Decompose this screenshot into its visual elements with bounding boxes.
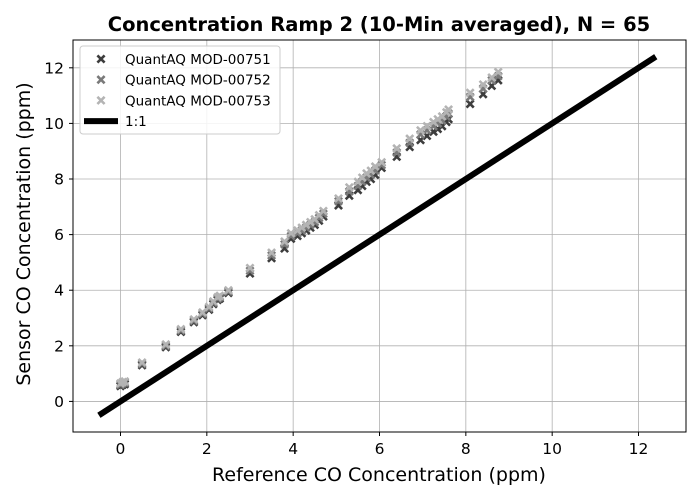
data-point	[333, 193, 344, 203]
plot-area	[97, 54, 658, 418]
data-point	[137, 357, 147, 368]
data-point	[478, 79, 488, 90]
y-axis-label: Sensor CO Concentration (ppm)	[13, 82, 35, 385]
legend-marker	[96, 95, 106, 105]
data-point	[370, 161, 380, 172]
x-tick-label: 8	[461, 440, 471, 458]
data-point	[280, 237, 290, 247]
data-point	[344, 182, 354, 192]
data-point	[422, 121, 432, 131]
x-tick-label: 10	[542, 440, 562, 458]
y-tick-label: 12	[44, 59, 64, 77]
data-point	[333, 196, 344, 206]
y-tick-label: 4	[54, 282, 64, 300]
x-tick-label: 6	[375, 440, 385, 458]
data-point	[377, 160, 387, 170]
data-point	[215, 291, 225, 301]
data-point	[392, 143, 402, 153]
legend-label: 1:1	[125, 114, 147, 130]
legend-label: QuantAQ MOD-00752	[125, 73, 271, 89]
data-point	[286, 228, 296, 238]
legend-label: QuantAQ MOD-00753	[125, 93, 271, 109]
x-tick-label: 12	[629, 440, 649, 458]
data-point	[280, 239, 290, 249]
data-point	[267, 248, 277, 258]
data-point	[161, 339, 171, 349]
y-tick-label: 2	[54, 337, 64, 355]
data-point	[465, 99, 475, 109]
axis-ticks: 0 2 4 6 8 10 12 0 2 4 6 8 10 12	[44, 59, 648, 458]
data-point	[465, 88, 475, 98]
data-point	[176, 324, 186, 334]
y-tick-label: 6	[54, 226, 64, 244]
x-tick-label: 0	[116, 440, 126, 458]
data-point	[493, 67, 503, 77]
legend-marker	[96, 54, 106, 64]
data-point	[245, 266, 255, 276]
data-point	[415, 125, 426, 135]
x-tick-label: 4	[288, 440, 298, 458]
data-point	[189, 314, 199, 324]
chart-title: Concentration Ramp 2 (10-Min averaged), …	[108, 13, 650, 36]
data-point	[197, 307, 208, 317]
legend-box	[79, 45, 281, 135]
data-point	[405, 134, 415, 144]
data-point	[487, 75, 497, 85]
y-tick-label: 0	[54, 393, 64, 411]
data-point	[120, 376, 130, 386]
x-tick-label: 2	[202, 440, 212, 458]
data-point	[318, 206, 328, 216]
legend-label: QuantAQ MOD-00751	[125, 52, 271, 68]
one-to-one-line	[97, 54, 658, 418]
data-point	[377, 157, 387, 167]
data-point	[286, 231, 296, 241]
data-point	[267, 250, 277, 260]
data-point	[487, 73, 497, 83]
legend-marker	[96, 75, 106, 85]
y-tick-label: 10	[44, 115, 64, 133]
y-tick-label: 8	[54, 171, 64, 189]
data-point	[444, 104, 454, 115]
x-axis-label: Reference CO Concentration (ppm)	[212, 464, 546, 486]
legend: QuantAQ MOD-00751 QuantAQ MOD-00752 QuantA…	[79, 45, 281, 135]
data-point	[245, 263, 255, 273]
data-point	[223, 285, 233, 295]
